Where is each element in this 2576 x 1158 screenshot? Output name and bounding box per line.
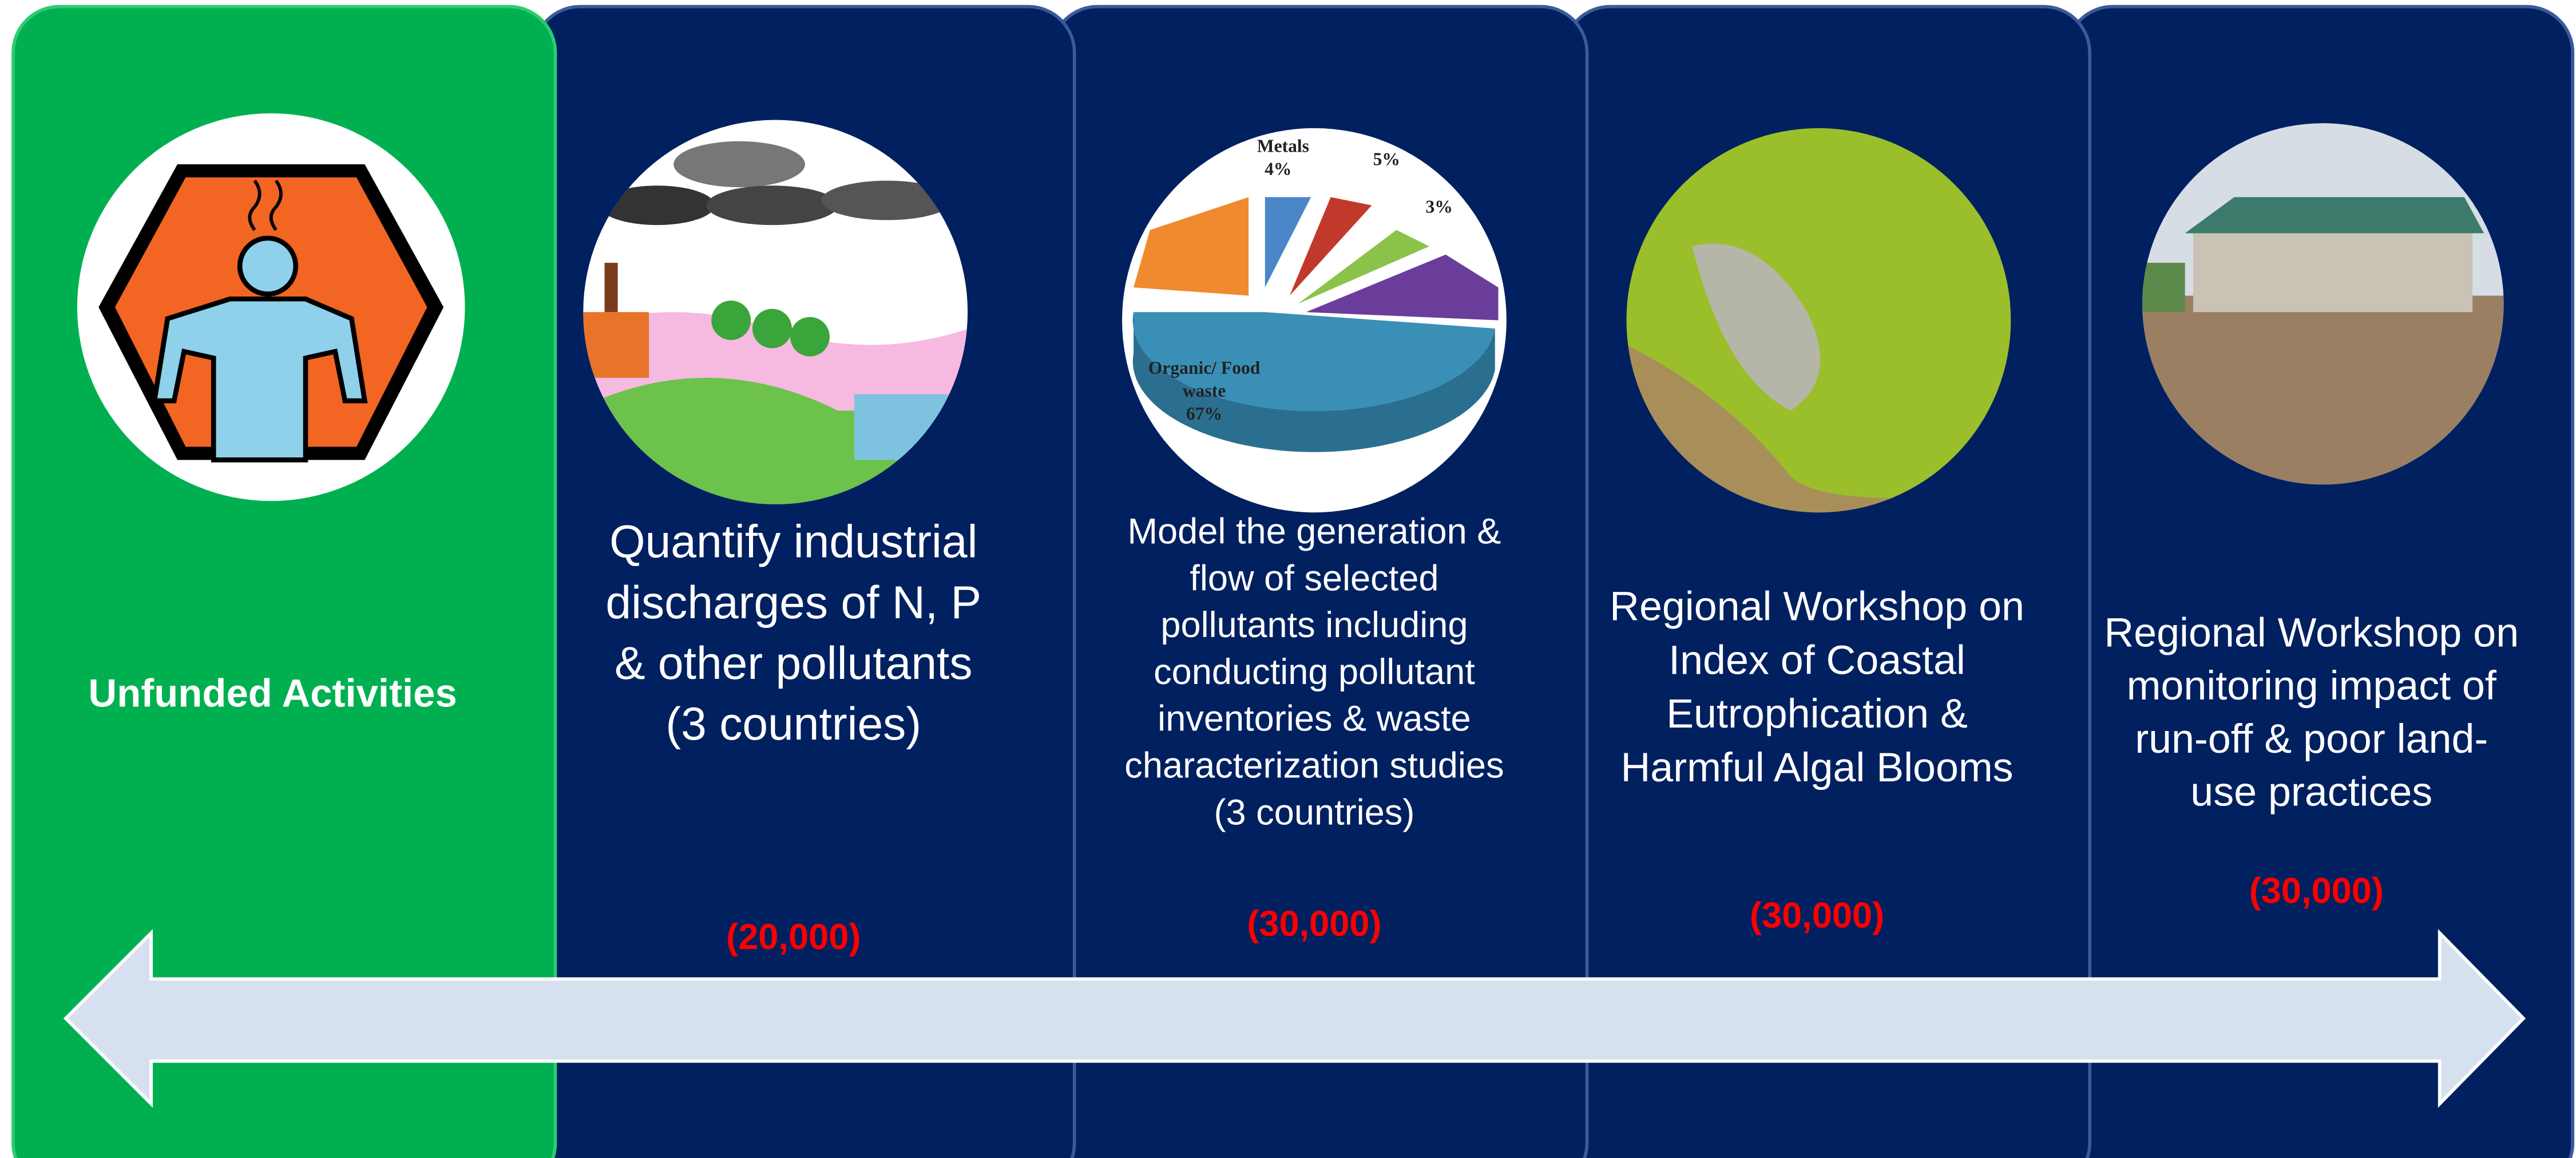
- title-line: pollutants including: [1160, 605, 1468, 645]
- pie-label: 5%: [1373, 149, 1400, 169]
- pie-label: Organic/ Food: [1148, 358, 1261, 378]
- title-line: & other pollutants: [615, 638, 973, 689]
- pie-label: 4%: [1265, 159, 1291, 179]
- title-line: Model the generation &: [1127, 511, 1501, 551]
- title-line: use practices: [2190, 769, 2432, 815]
- amount: (30,000): [1750, 896, 1884, 936]
- title-line: (3 countries): [1214, 792, 1414, 832]
- pie-label: Metals: [1257, 136, 1309, 156]
- title-line: Harmful Algal Blooms: [1620, 745, 2013, 791]
- title-line: characterization studies: [1124, 745, 1504, 785]
- page: {"panels": [ {"title_lines": ["Unfunded …: [0, 0, 2576, 1158]
- title-line: Regional Workshop on: [1610, 584, 2024, 630]
- amount: (30,000): [1247, 904, 1381, 944]
- title-line: conducting pollutant: [1154, 652, 1475, 692]
- pie-label: 3%: [1425, 197, 1452, 217]
- title-line: run-off & poor land-: [2135, 716, 2488, 762]
- title-line: monitoring impact of: [2127, 663, 2497, 709]
- title-line: discharges of N, P: [605, 577, 981, 629]
- title-line: Quantify industrial: [609, 516, 977, 568]
- title-line: Index of Coastal: [1669, 637, 1965, 683]
- pie-label: waste: [1183, 381, 1226, 401]
- person-head: [240, 238, 296, 294]
- title-line: flow of selected: [1190, 558, 1438, 598]
- slide: Metals 4% 5% 3% Organic/ Food waste 67% …: [0, 0, 2576, 1158]
- title-line: (3 countries): [665, 698, 921, 750]
- amount: (30,000): [2249, 871, 2384, 911]
- amount: (20,000): [726, 917, 861, 957]
- title-line: Eutrophication &: [1666, 691, 1968, 737]
- title-line: Regional Workshop on: [2104, 610, 2519, 655]
- pie-label: 67%: [1186, 404, 1222, 424]
- panel-title: Unfunded Activities: [88, 671, 457, 716]
- title-line: inventories & waste: [1158, 698, 1471, 738]
- title-line: Unfunded Activities: [88, 671, 457, 716]
